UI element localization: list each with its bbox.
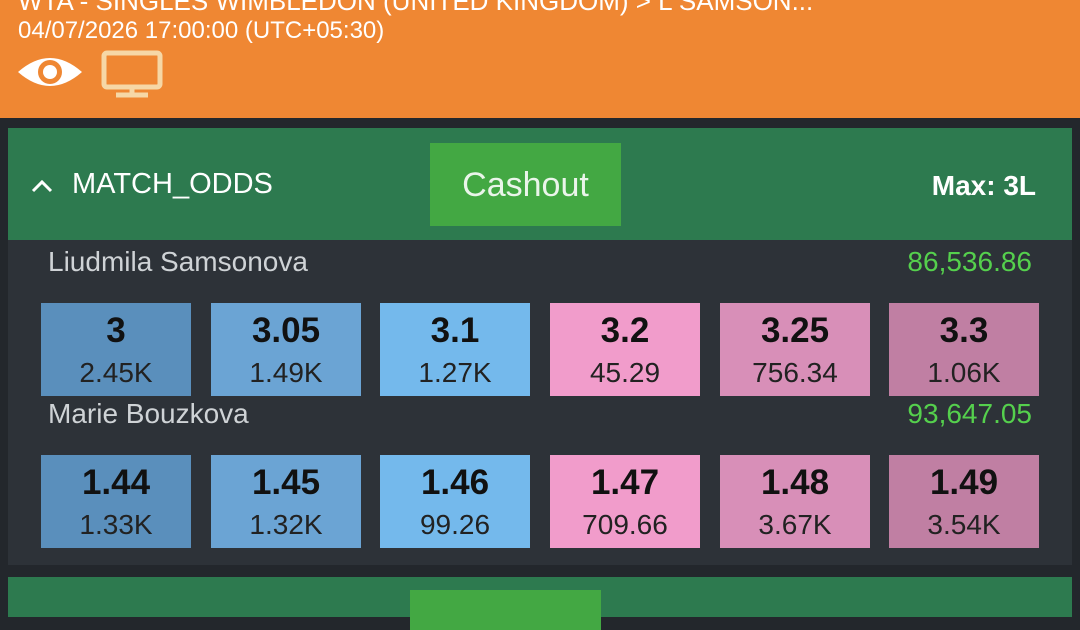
back-odds[interactable]: 3.05 1.49K: [211, 303, 361, 396]
odds-price: 1.44: [81, 463, 151, 502]
odds-size: 2.45K: [79, 357, 153, 388]
event-title: WTA - SINGLES WIMBLEDON (UNITED KINGDOM)…: [18, 0, 814, 16]
odds-size: 756.34: [752, 357, 838, 388]
runner-name: Liudmila Samsonova: [48, 246, 308, 277]
odds-price: 1.49: [929, 463, 999, 502]
odds-size: 1.33K: [79, 509, 153, 540]
odds-price: 1.45: [251, 463, 321, 502]
market-name: MATCH_ODDS: [72, 168, 273, 200]
collapse-icon[interactable]: [30, 178, 54, 194]
odds-size: 3.54K: [927, 509, 1001, 540]
cashout-button[interactable]: Cashout: [430, 143, 621, 226]
event-datetime: 04/07/2026 17:00:00 (UTC+05:30): [18, 17, 385, 44]
back-odds[interactable]: 3 2.45K: [41, 303, 191, 396]
lay-odds[interactable]: 3.25 756.34: [720, 303, 870, 396]
monitor-icon[interactable]: [101, 50, 163, 98]
odds-price: 1.47: [590, 463, 660, 502]
odds-price: 1.48: [760, 463, 830, 502]
lay-odds[interactable]: 3.2 45.29: [550, 303, 700, 396]
lay-odds[interactable]: 3.3 1.06K: [889, 303, 1039, 396]
odds-price: 3.1: [430, 311, 480, 350]
back-odds[interactable]: 3.1 1.27K: [380, 303, 530, 396]
market-panel: MATCH_ODDS Cashout Max: 3L Liudmila Sams…: [8, 128, 1072, 565]
odds-size: 99.26: [419, 509, 491, 540]
odds-size: 709.66: [582, 509, 668, 540]
odds-size: 3.67K: [758, 509, 832, 540]
lay-odds[interactable]: 1.48 3.67K: [720, 455, 870, 548]
odds-size: 1.06K: [927, 357, 1001, 388]
runner-position: 93,647.05: [907, 398, 1032, 429]
runner-name: Marie Bouzkova: [48, 398, 249, 429]
odds-price: 3: [106, 311, 126, 350]
lay-odds[interactable]: 1.49 3.54K: [889, 455, 1039, 548]
odds-size: 1.49K: [249, 357, 323, 388]
runner-position: 86,536.86: [907, 246, 1032, 277]
back-odds[interactable]: 1.44 1.33K: [41, 455, 191, 548]
odds-size: 1.27K: [418, 357, 492, 388]
eye-icon[interactable]: [18, 58, 82, 86]
odds-price: 1.46: [420, 463, 490, 502]
market-header: MATCH_ODDS Cashout Max: 3L: [8, 128, 1072, 240]
odds-price: 3.3: [939, 311, 989, 350]
odds-size: 1.32K: [249, 509, 323, 540]
header-icons: [18, 50, 163, 98]
odds-size: 45.29: [589, 357, 661, 388]
max-bet: Max: 3L: [931, 170, 1036, 201]
odds-price: 3.2: [600, 311, 650, 350]
next-cashout-button[interactable]: [410, 590, 601, 630]
odds-price: 3.25: [760, 311, 830, 350]
next-market-panel: [8, 577, 1072, 630]
lay-odds[interactable]: 1.47 709.66: [550, 455, 700, 548]
odds-price: 3.05: [251, 311, 321, 350]
back-odds[interactable]: 1.46 99.26: [380, 455, 530, 548]
back-odds[interactable]: 1.45 1.32K: [211, 455, 361, 548]
event-header: WTA - SINGLES WIMBLEDON (UNITED KINGDOM)…: [0, 0, 1080, 118]
